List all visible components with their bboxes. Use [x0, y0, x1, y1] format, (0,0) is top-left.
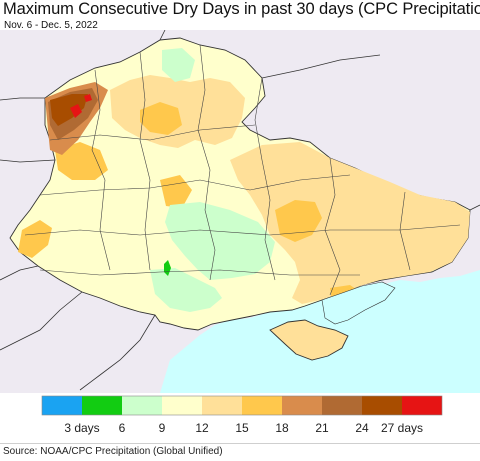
legend-swatch: [42, 396, 82, 415]
region-18-days-center: [160, 175, 192, 208]
legend-label: 27 days: [381, 421, 423, 435]
crimea: [269, 319, 349, 361]
legend-label: 3 days: [64, 421, 99, 435]
legend-label: 9: [159, 421, 166, 435]
legend-frame: [41, 395, 443, 416]
legend-labels: 3 days 6 9 12 15 18 21 24 27 days: [64, 421, 423, 435]
legend-label: 24: [355, 421, 369, 435]
legend-swatch: [162, 396, 202, 415]
legend-swatch: [322, 396, 362, 415]
region-9-days-north: [162, 48, 195, 82]
region-9-days-south: [150, 268, 222, 312]
sea-of-azov: [321, 281, 396, 325]
oblast-borders: [24, 44, 461, 296]
legend-swatch: [242, 396, 282, 415]
region-15-days-east: [230, 142, 470, 304]
region-9-days-center: [165, 202, 275, 280]
legend-swatch: [82, 396, 122, 415]
region-18-days-northwest: [55, 142, 108, 180]
legend-swatch: [402, 396, 442, 415]
region-27-days: [50, 94, 88, 126]
legend-label: 6: [119, 421, 126, 435]
legend-swatch: [122, 396, 162, 415]
region-30-days: [70, 94, 92, 118]
legend-label: 12: [195, 421, 209, 435]
source-bar: Source: NOAA/CPC Precipitation (Global U…: [0, 443, 480, 461]
legend-swatch: [362, 396, 402, 415]
legend-label: 21: [315, 421, 329, 435]
region-18-days-north: [140, 102, 182, 135]
legend-label: 18: [275, 421, 289, 435]
legend-swatches: [41, 395, 443, 416]
source-text: Source: NOAA/CPC Precipitation (Global U…: [3, 446, 223, 457]
legend-label: 15: [235, 421, 249, 435]
legend: 3 days 6 9 12 15 18 21 24 27 days: [0, 393, 480, 443]
map-canvas: [0, 30, 480, 393]
date-range: Nov. 6 - Dec. 5, 2022: [4, 20, 98, 31]
country-borders: [0, 30, 480, 391]
map-title: Maximum Consecutive Dry Days in past 30 …: [3, 0, 480, 18]
region-18-days-west: [18, 220, 52, 258]
legend-swatch: [282, 396, 322, 415]
legend-swatch: [202, 396, 242, 415]
